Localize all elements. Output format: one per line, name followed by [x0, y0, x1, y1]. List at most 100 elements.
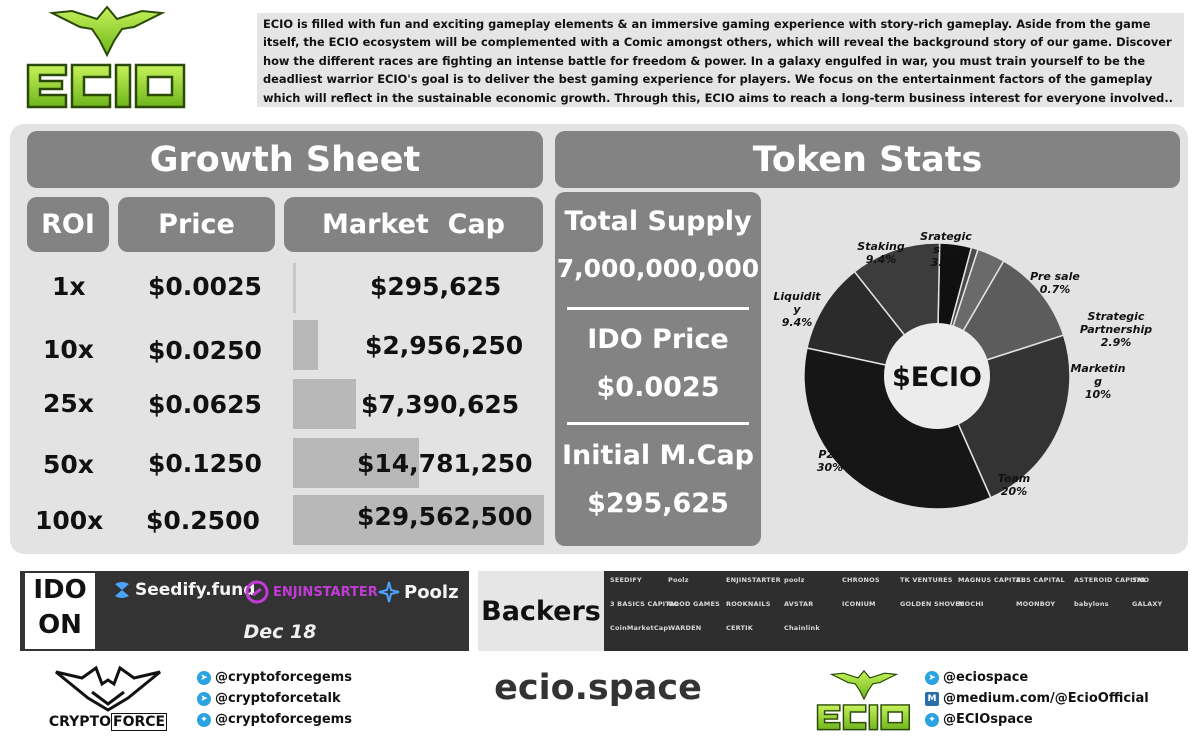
market-cap-cell: $2,956,250 [365, 331, 524, 360]
price-cell: $0.0025 [148, 272, 262, 301]
backer-logo: Poolz [668, 576, 689, 584]
backer-logo: SEEDIFY [610, 576, 642, 584]
ecio-logo-small [816, 669, 911, 731]
token-stats-title: Token Stats [555, 131, 1180, 188]
pie-label-name: Team [997, 472, 1031, 485]
backer-logo: babylons [1074, 600, 1109, 608]
pie-label-name: Liquidit y [773, 290, 821, 316]
social-handle: @cryptoforcegems [215, 712, 352, 727]
backer-logo: CERTIK [726, 624, 754, 632]
price-cell: $0.1250 [148, 449, 262, 478]
market-cap-bar [293, 495, 544, 545]
total-supply-value: 7,000,000,000 [556, 254, 760, 283]
seedify-logo: Seedify.fund [112, 580, 255, 600]
ecio-medium-link[interactable]: M @medium.com/@EcioOfficial [925, 691, 1149, 706]
market-cap-bar [293, 438, 419, 488]
pie-label-team: Team 20% [994, 472, 1034, 498]
backer-logo: AVSTAR [784, 600, 814, 608]
seedify-icon [115, 582, 129, 598]
pie-label-name: Pre sale [1030, 270, 1080, 283]
market-cap-header-label: Market Cap [321, 209, 505, 240]
backer-logo: GOLDEN SHOVEL [900, 600, 965, 608]
initial-mcap-label: Initial M.Cap [561, 440, 755, 471]
market-cap-bar [293, 263, 296, 313]
ido-on-label: IDO ON [25, 573, 95, 649]
price-cell: $0.2500 [146, 506, 260, 535]
backer-logo: GOOD GAMES [668, 600, 721, 608]
roi-column-header: ROI [27, 197, 109, 252]
roi-cell: 10x [43, 335, 94, 364]
crypto-force-logo [55, 665, 161, 712]
enjinstarter-label: ENJINSTARTER [273, 584, 378, 600]
ecio-twitter-link[interactable]: ✦ @ECIOspace [925, 712, 1033, 727]
enjinstarter-logo: ENJINSTARTER [245, 580, 378, 604]
backer-logo: MAGNUS CAPITAL [958, 576, 1026, 584]
ecio-telegram-link[interactable]: ➤ @eciospace [925, 670, 1028, 685]
backers-label: Backers [478, 571, 604, 651]
backer-logo: ASTEROID CAPITAL [1074, 576, 1147, 584]
pie-label-pct: 2.9% [1100, 336, 1132, 349]
ido-price-value: $0.0025 [596, 372, 720, 403]
pie-label-pct: 3.3% [930, 256, 962, 269]
pie-label-pct: 10% [1084, 388, 1112, 401]
pie-label-pct: 0.7% [1039, 283, 1071, 296]
token-distribution-chart: $ECIO Srategic sale 3.3% Pre sale 0.7% Str… [773, 200, 1180, 540]
pie-label-name: Marketin g [1070, 362, 1126, 388]
token-stats-box: Total Supply 7,000,000,000 IDO Price $0.… [555, 192, 761, 546]
cf-name-part1: CRYPTO [48, 714, 112, 730]
pie-label-pct: 30% [816, 461, 844, 474]
pie-label-name: P2E [818, 448, 842, 461]
backer-logo: 3 BASICS CAPITAL [610, 600, 679, 608]
poolz-label: Poolz [404, 581, 459, 603]
donut-svg: $ECIO [803, 242, 1071, 510]
telegram-icon: ➤ [197, 670, 211, 685]
ido-label-line1: IDO [33, 575, 87, 605]
donut-hole [884, 323, 990, 429]
pie-label-name: Strategic Partnership [1079, 310, 1153, 336]
market-cap-cell: $7,390,625 [361, 390, 520, 419]
price-column-header: Price [118, 197, 275, 252]
roi-cell: 25x [43, 389, 94, 418]
pie-label-pct: 20% [1000, 485, 1028, 498]
website-link[interactable]: ecio.space [494, 668, 702, 708]
backer-logo: GALAXY [1132, 600, 1163, 608]
cf-name-part2: FORCE [111, 713, 168, 731]
pie-label-pre-sale: Pre sale 0.7% [1025, 270, 1085, 296]
ido-price-label: IDO Price [587, 324, 729, 355]
twitter-icon: ✦ [197, 712, 211, 727]
social-handle: @cryptoforcegems [215, 670, 352, 685]
seedify-label: Seedify.fund [135, 580, 256, 600]
backer-logo: ICONIUM [842, 600, 876, 608]
backer-logo: CoinMarketCap [610, 624, 669, 632]
growth-sheet-title: Growth Sheet [27, 131, 543, 188]
pie-label-strategic-partnership: Strategic Partnership 2.9% [1056, 310, 1176, 349]
cf-twitter-link[interactable]: ✦ @cryptoforcegems [197, 712, 352, 727]
backer-logo: ENJINSTARTER [726, 576, 781, 584]
total-supply-label: Total Supply [564, 206, 752, 237]
pie-label-pct: 9.4% [781, 316, 813, 329]
market-cap-column-header: Market Cap [284, 197, 543, 252]
pie-label-marketing: Marketin g 10% [1068, 362, 1128, 401]
roi-cell: 100x [35, 506, 104, 535]
cf-telegram-link-2[interactable]: ➤ @cryptoforcetalk [197, 691, 341, 706]
donut-center-label: $ECIO [892, 362, 982, 393]
backer-logo: TK VENTURES [900, 576, 953, 584]
poolz-icon [378, 581, 400, 603]
ido-date: Dec 18 [243, 621, 317, 643]
intro-paragraph: ECIO is filled with fun and exciting gam… [257, 13, 1184, 107]
pie-label-p2e: P2E 30% [810, 448, 850, 474]
backer-logo: ZBS CAPITAL [1016, 576, 1065, 584]
cf-telegram-link-1[interactable]: ➤ @cryptoforcegems [197, 670, 352, 685]
telegram-icon: ➤ [925, 670, 939, 685]
social-handle: @eciospace [943, 670, 1029, 685]
backer-logo: SMO [1132, 576, 1150, 584]
market-cap-bar [293, 320, 318, 370]
backer-logo: MOONBOY [1016, 600, 1056, 608]
backer-logo: poolz [784, 576, 805, 584]
market-cap-cell: $14,781,250 [357, 449, 533, 478]
divider [567, 422, 749, 425]
backer-logo: WARDEN [668, 624, 702, 632]
pie-label-liquidity: Liquidit y 9.4% [772, 290, 822, 329]
backer-logo: Chainlink [784, 624, 820, 632]
pie-label-pct: 9.4% [865, 253, 897, 266]
